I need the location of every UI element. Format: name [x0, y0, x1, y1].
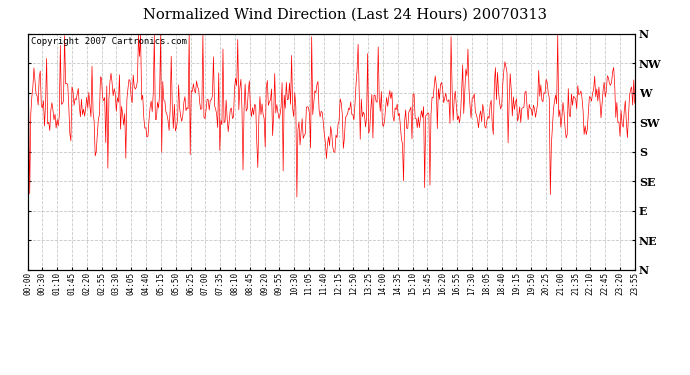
Text: Normalized Wind Direction (Last 24 Hours) 20070313: Normalized Wind Direction (Last 24 Hours…: [143, 8, 547, 21]
Text: Copyright 2007 Cartronics.com: Copyright 2007 Cartronics.com: [30, 37, 186, 46]
